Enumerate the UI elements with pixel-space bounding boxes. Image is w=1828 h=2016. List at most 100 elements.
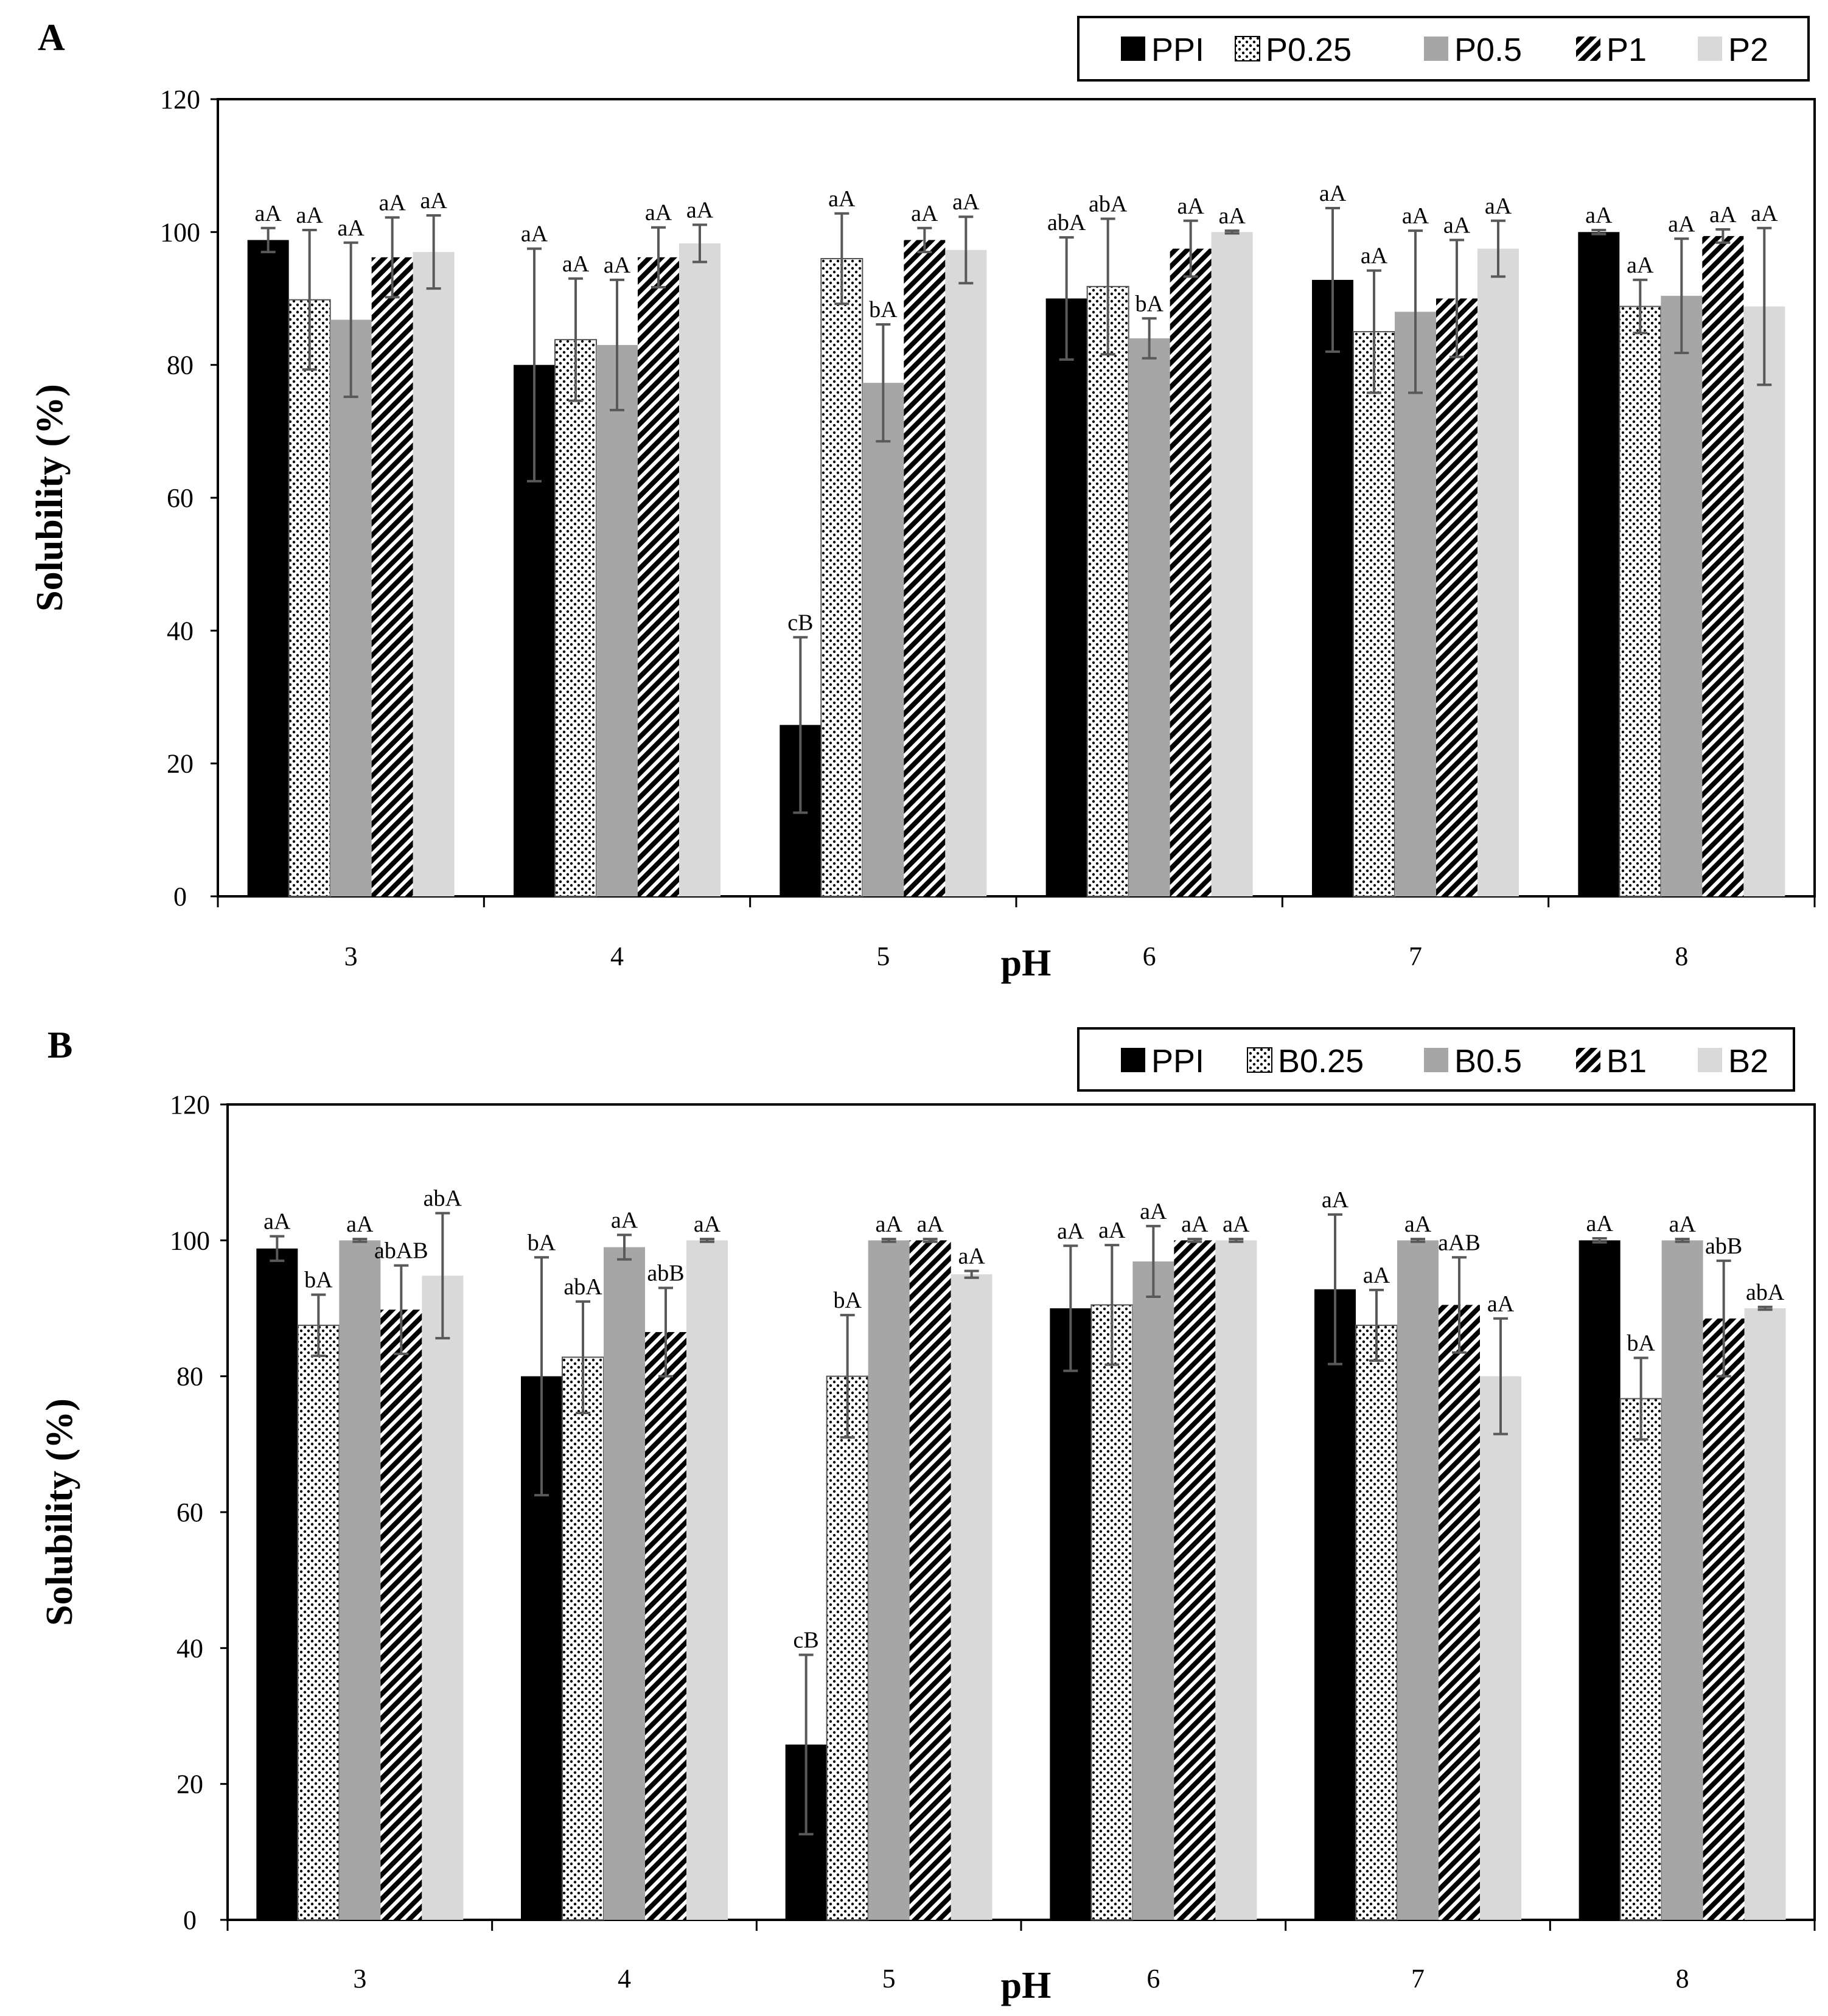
bar-B025-ph7 [1355,1324,1398,1921]
bar-B05-ph4 [604,1247,645,1920]
significance-label: abA [424,1186,462,1212]
significance-label: aA [952,189,980,215]
significance-label: aA [296,203,324,228]
x-tick-label: 4 [610,941,624,971]
bar-B1-ph6 [1174,1240,1216,1920]
bar-P1-ph8 [1702,235,1744,897]
significance-label: aA [611,1207,638,1233]
plot-frame-b [226,1103,1816,1921]
bar-P1-ph3 [371,257,413,897]
significance-label: abA [563,1274,602,1300]
x-tick-label: 8 [1675,941,1688,971]
bar-P025-ph3 [288,299,331,897]
legend-swatch-b2 [1698,1048,1722,1072]
bar-PPI-ph3 [247,240,289,896]
significance-label: bA [869,297,898,323]
x-tick-label: 6 [1143,941,1156,971]
bar-P05-ph5 [862,383,904,896]
bar-P025-ph7 [1353,331,1395,897]
significance-label: aA [1181,1212,1209,1237]
bar-B1-ph7 [1439,1305,1480,1920]
bar-P1-ph7 [1436,298,1477,896]
significance-label: aA [876,1212,903,1237]
bar-P05-ph8 [1661,296,1703,897]
legend-label-b025: B0.25 [1278,1043,1364,1080]
bar-B2-ph7 [1480,1376,1521,1920]
significance-label: abB [647,1261,684,1286]
significance-label: aA [562,251,590,277]
y-axis-label-b: Solubility (%) [39,1398,80,1626]
significance-label: aA [1669,1212,1697,1237]
bar-PPI-ph7 [1312,279,1353,896]
legend-swatch-ppi [1121,1048,1145,1072]
panel-a-chart: A PPI P0.25 P0.5 P1 P2 Solubility (%) pH… [29,16,1816,984]
significance-label: abAB [374,1238,428,1264]
panel-b-letter: B [47,1025,72,1066]
bar-P05-ph3 [330,319,372,896]
significance-label: aA [686,197,714,223]
significance-label: aA [1223,1212,1250,1237]
bar-PPI-ph6 [1050,1308,1092,1920]
legend-label-p025: P0.25 [1266,32,1352,68]
y-tick-label: 80 [176,1362,203,1392]
significance-label: bA [1627,1331,1655,1356]
significance-label: aA [604,253,631,278]
significance-label: abB [1705,1233,1742,1259]
significance-label: aA [1140,1199,1167,1224]
x-tick-label: 3 [353,1964,366,1993]
bar-P1-ph6 [1170,248,1212,896]
y-tick-label: 60 [167,483,194,513]
bar-B2-ph4 [686,1240,728,1920]
legend-swatch-b05 [1424,1048,1448,1072]
y-tick-label: 120 [160,85,200,114]
significance-label: aA [1057,1218,1084,1244]
significance-label: aA [1487,1291,1515,1317]
bar-B025-ph8 [1619,1398,1662,1920]
bar-B2-ph5 [951,1274,992,1920]
bar-B025-ph5 [826,1375,869,1921]
significance-label: aA [521,221,548,247]
significance-label: aA [1363,1263,1390,1288]
significance-label: aA [1709,202,1737,228]
significance-label: aA [645,200,672,226]
x-axis-label-b: pH [1001,1965,1052,2006]
bar-B05-ph5 [868,1240,910,1920]
significance-label: aA [958,1244,986,1269]
panel-a-letter: A [38,17,65,58]
bar-PPI-ph3 [256,1248,298,1920]
y-tick-label: 20 [167,749,194,779]
significance-label: abA [1746,1280,1785,1305]
legend-label-b1: B1 [1606,1043,1647,1080]
bar-B025-ph6 [1090,1304,1134,1921]
y-tick-label: 40 [176,1633,203,1663]
significance-label: aA [1219,203,1246,229]
significance-label: aA [1751,201,1778,226]
x-tick-label: 3 [344,941,358,971]
bar-P025-ph8 [1619,305,1662,898]
x-tick-label: 7 [1409,941,1422,971]
bar-B2-ph3 [422,1275,464,1920]
x-tick-label: 8 [1676,1964,1689,1993]
y-tick-label: 120 [170,1090,210,1120]
significance-label: aA [1485,194,1512,219]
legend-swatch-p025 [1235,36,1260,61]
significance-label: aA [1319,181,1347,206]
bar-P2-ph5 [945,249,987,896]
x-tick-label: 7 [1411,1964,1425,1993]
bar-P05-ph4 [596,344,638,896]
panel-a-legend: PPI P0.25 P0.5 P1 P2 [1077,16,1810,82]
significance-label: cB [787,610,813,635]
bar-B1-ph3 [380,1310,422,1920]
bar-P1-ph4 [638,257,679,897]
legend-label-ppi: PPI [1151,32,1204,68]
bar-B025-ph3 [297,1324,340,1921]
bar-B1-ph4 [645,1332,686,1920]
bar-PPI-ph6 [1045,298,1087,896]
significance-label: aA [917,1212,944,1237]
significance-label: aA [379,190,406,215]
legend-label-p2: P2 [1728,32,1768,68]
significance-label: bA [1135,291,1163,316]
significance-label: aA [1361,243,1388,269]
legend-label-b05: B0.5 [1454,1043,1522,1080]
